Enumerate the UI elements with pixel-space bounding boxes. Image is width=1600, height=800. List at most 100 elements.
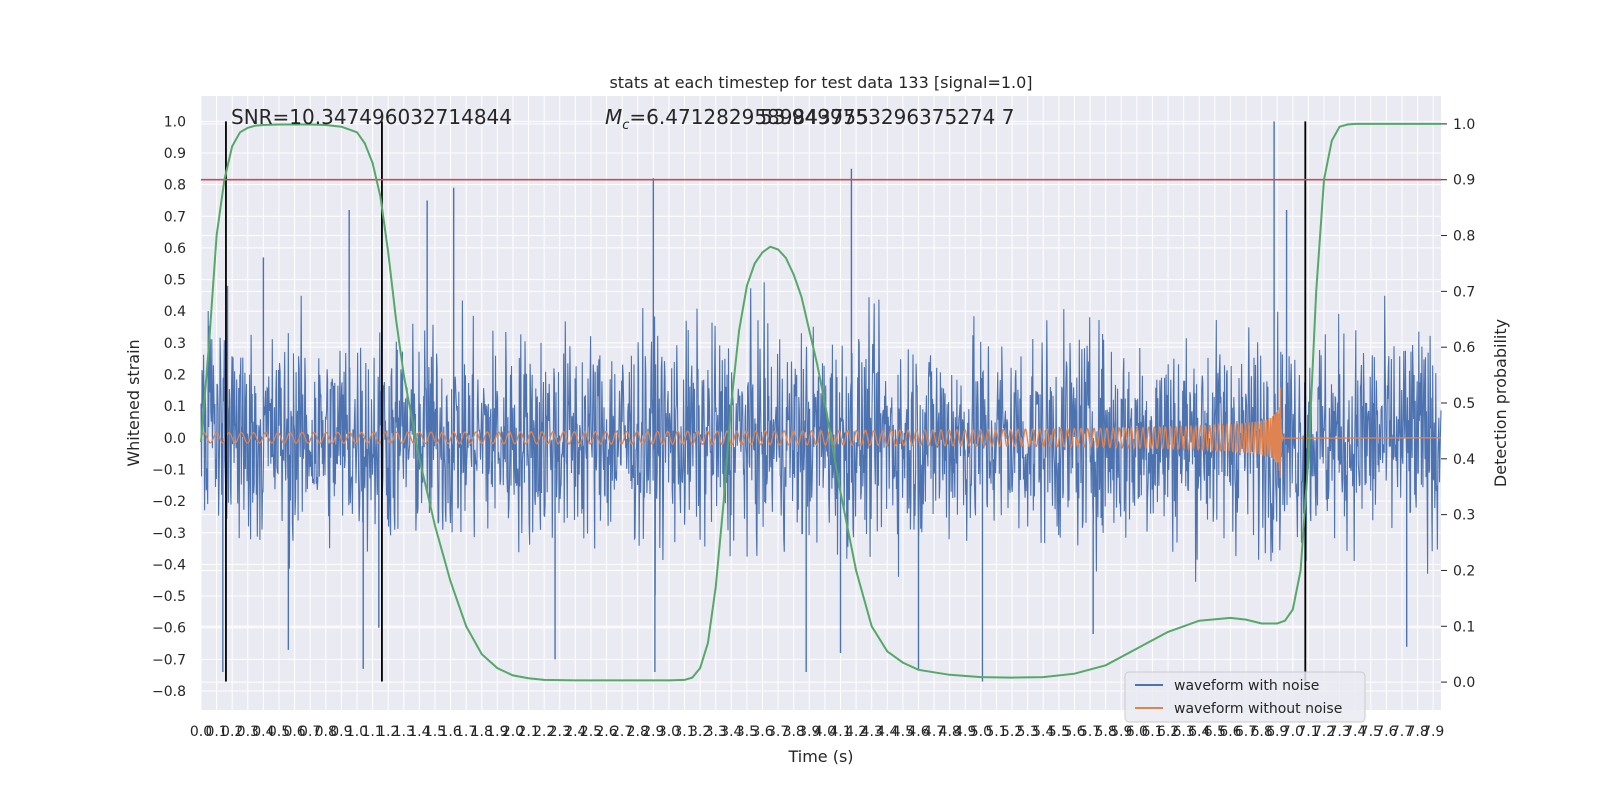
x-tick-label: 3.0 xyxy=(658,724,680,740)
x-tick-label: 3.4 xyxy=(720,724,742,740)
x-tick-label: 0.4 xyxy=(252,724,274,740)
x-tick-labels: 0.00.10.20.30.40.50.60.70.80.91.01.11.21… xyxy=(190,724,1444,740)
y2-tick-label: 0.5 xyxy=(1453,396,1475,412)
x-tick-label: 5.6 xyxy=(1063,724,1085,740)
legend: waveform with noise waveform without noi… xyxy=(1124,671,1366,723)
x-tick-label: 3.5 xyxy=(736,724,758,740)
legend-box xyxy=(1124,671,1366,723)
x-tick-label: 0.7 xyxy=(299,724,321,740)
y-tick-label: −0.7 xyxy=(152,652,186,668)
y2-tick-label: 0.1 xyxy=(1453,619,1475,635)
x-tick-label: 3.9 xyxy=(798,724,820,740)
x-tick-label: 4.9 xyxy=(954,724,976,740)
y-axis-label: Whitened strain xyxy=(124,339,143,466)
x-tick-label: 1.8 xyxy=(471,724,493,740)
x-tick-label: 0.3 xyxy=(237,724,259,740)
x-tick-label: 0.9 xyxy=(330,724,352,740)
x-tick-label: 6.1 xyxy=(1141,724,1163,740)
x-tick-label: 0.6 xyxy=(283,724,305,740)
x-tick-label: 1.2 xyxy=(377,724,399,740)
x-axis-label: Time (s) xyxy=(787,747,853,766)
x-tick-label: 5.8 xyxy=(1095,724,1117,740)
x-tick-label: 2.9 xyxy=(642,724,664,740)
x-tick-label: 5.3 xyxy=(1017,724,1039,740)
x-tick-label: 1.7 xyxy=(455,724,477,740)
annotation-chirp-mass: Mc=6.4712829589843755 xyxy=(605,105,869,133)
x-tick-label: 4.2 xyxy=(845,724,867,740)
vertical-markers xyxy=(225,121,1307,682)
y-tick-label: 0.7 xyxy=(164,209,186,225)
y-tick-label: −0.3 xyxy=(152,526,186,542)
y-tick-label: 0.2 xyxy=(164,368,186,384)
x-tick-label: 2.7 xyxy=(611,724,633,740)
x-tick-label: 0.8 xyxy=(315,724,337,740)
x-tick-label: 6.3 xyxy=(1173,724,1195,740)
y-tick-label: 0.3 xyxy=(164,336,186,352)
x-tick-label: 5.0 xyxy=(970,724,992,740)
x-tick-label: 4.5 xyxy=(892,724,914,740)
x-tick-label: 2.5 xyxy=(580,724,602,740)
x-tick-label: 2.1 xyxy=(517,724,539,740)
x-tick-label: 6.2 xyxy=(1157,724,1179,740)
y-tick-label: 1.0 xyxy=(164,114,186,130)
x-tick-label: 7.1 xyxy=(1297,724,1319,740)
y-tick-label: 0.4 xyxy=(164,304,186,320)
y2-tick-label: 1.0 xyxy=(1453,117,1475,133)
chart-title: stats at each timestep for test data 133… xyxy=(609,73,1032,92)
x-tick-label: 3.7 xyxy=(767,724,789,740)
annotation-overlap: 53.9499753296375274 7 xyxy=(760,105,1014,129)
y-tick-label: 0.1 xyxy=(164,399,186,415)
y2-tick-label: 0.4 xyxy=(1453,452,1475,468)
x-tick-label: 7.0 xyxy=(1282,724,1304,740)
y2-tick-label: 0.6 xyxy=(1453,340,1475,356)
x-tick-label: 4.8 xyxy=(939,724,961,740)
y2-tick-labels: 0.0 0.1 0.2 0.3 0.4 0.5 0.6 0.7 0.8 0.9 1.0 xyxy=(1441,117,1475,691)
x-tick-label: 4.4 xyxy=(876,724,898,740)
x-tick-label: 7.4 xyxy=(1344,724,1366,740)
x-tick-label: 7.8 xyxy=(1406,724,1428,740)
x-tick-label: 4.3 xyxy=(861,724,883,740)
series-detection-probability xyxy=(200,122,1441,682)
x-tick-label: 1.4 xyxy=(408,724,430,740)
x-tick-label: 1.3 xyxy=(393,724,415,740)
x-tick-label: 1.9 xyxy=(486,724,508,740)
y-tick-label: 0.5 xyxy=(164,273,186,289)
x-tick-label: 2.0 xyxy=(502,724,524,740)
y-tick-label: 0.6 xyxy=(164,241,186,257)
x-tick-label: 6.8 xyxy=(1250,724,1272,740)
x-tick-label: 4.0 xyxy=(814,724,836,740)
legend-label-noise: waveform with noise xyxy=(1174,678,1319,694)
y2-axis-label: Detection probability xyxy=(1491,319,1510,487)
x-tick-label: 6.9 xyxy=(1266,724,1288,740)
x-tick-label: 2.2 xyxy=(533,724,555,740)
x-tick-label: 7.9 xyxy=(1422,724,1444,740)
y-tick-label: −0.6 xyxy=(152,621,186,637)
x-tick-label: 1.5 xyxy=(424,724,446,740)
x-tick-label: 0.0 xyxy=(190,724,212,740)
x-tick-label: 5.4 xyxy=(1032,724,1054,740)
noise-trace xyxy=(200,282,1442,596)
x-tick-label: 1.0 xyxy=(346,724,368,740)
y-tick-label: −0.5 xyxy=(152,589,186,605)
x-tick-label: 6.7 xyxy=(1235,724,1257,740)
x-tick-label: 3.2 xyxy=(689,724,711,740)
x-tick-label: 7.3 xyxy=(1328,724,1350,740)
x-tick-label: 0.5 xyxy=(268,724,290,740)
y-tick-labels: −0.8 −0.7 −0.6 −0.5 −0.4 −0.3 −0.2 −0.1 0.0 0.1 0.… xyxy=(152,114,186,700)
x-tick-label: 5.7 xyxy=(1079,724,1101,740)
y2-tick-label: 0.9 xyxy=(1453,173,1475,189)
y2-tick-label: 0.3 xyxy=(1453,508,1475,524)
y-tick-label: −0.4 xyxy=(152,557,186,573)
x-tick-label: 7.2 xyxy=(1313,724,1335,740)
x-tick-label: 6.6 xyxy=(1219,724,1241,740)
y-tick-label: −0.8 xyxy=(152,684,186,700)
x-tick-label: 3.3 xyxy=(705,724,727,740)
x-tick-label: 5.2 xyxy=(1001,724,1023,740)
x-tick-label: 7.5 xyxy=(1360,724,1382,740)
y-tick-label: 0.0 xyxy=(164,431,186,447)
x-tick-label: 5.9 xyxy=(1110,724,1132,740)
y-tick-label: 0.9 xyxy=(164,146,186,162)
annotation-snr: SNR=10.347496032714844 xyxy=(231,105,512,129)
